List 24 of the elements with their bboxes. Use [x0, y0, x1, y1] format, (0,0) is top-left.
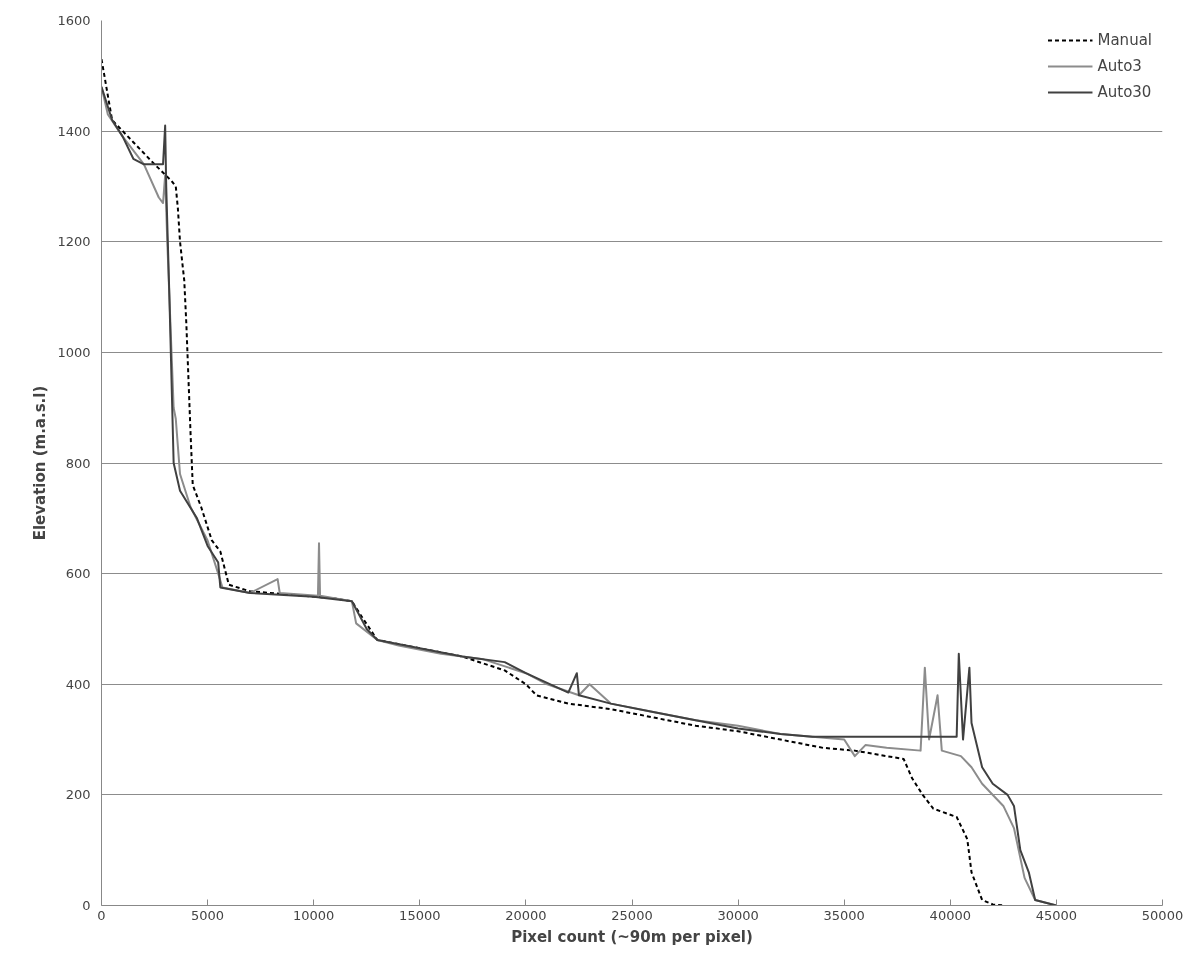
y-tick-label: 1600	[57, 13, 91, 28]
x-tick-label: 35000	[823, 907, 865, 923]
y-tick-label: 1400	[57, 123, 91, 139]
x-axis-title: Pixel count (~90m per pixel)	[511, 927, 753, 946]
x-tick-label: 30000	[717, 907, 759, 923]
y-axis-title: Elevation (m.a.s.l)	[31, 385, 50, 541]
y-tick-label: 600	[65, 566, 91, 582]
y-tick-label: 1200	[57, 234, 91, 250]
y-tick-label: 200	[65, 787, 91, 803]
y-tick-label: 800	[65, 455, 91, 471]
x-tick-label: 40000	[929, 907, 971, 923]
x-tick-label: 0	[97, 907, 106, 923]
legend-label: Auto30	[1097, 83, 1152, 101]
x-tick-label: 50000	[1141, 907, 1184, 923]
y-tick-label: 1000	[57, 344, 91, 360]
x-tick-label: 25000	[611, 907, 653, 923]
y-tick-label: 400	[65, 676, 91, 692]
x-tick-label: 5000	[191, 907, 225, 923]
legend-label: Auto3	[1097, 57, 1142, 75]
legend-label: Manual	[1097, 31, 1152, 49]
x-tick-label: 20000	[505, 907, 547, 923]
x-tick-label: 45000	[1035, 907, 1078, 923]
x-tick-label: 10000	[293, 907, 335, 923]
x-tick-label: 15000	[399, 907, 441, 923]
